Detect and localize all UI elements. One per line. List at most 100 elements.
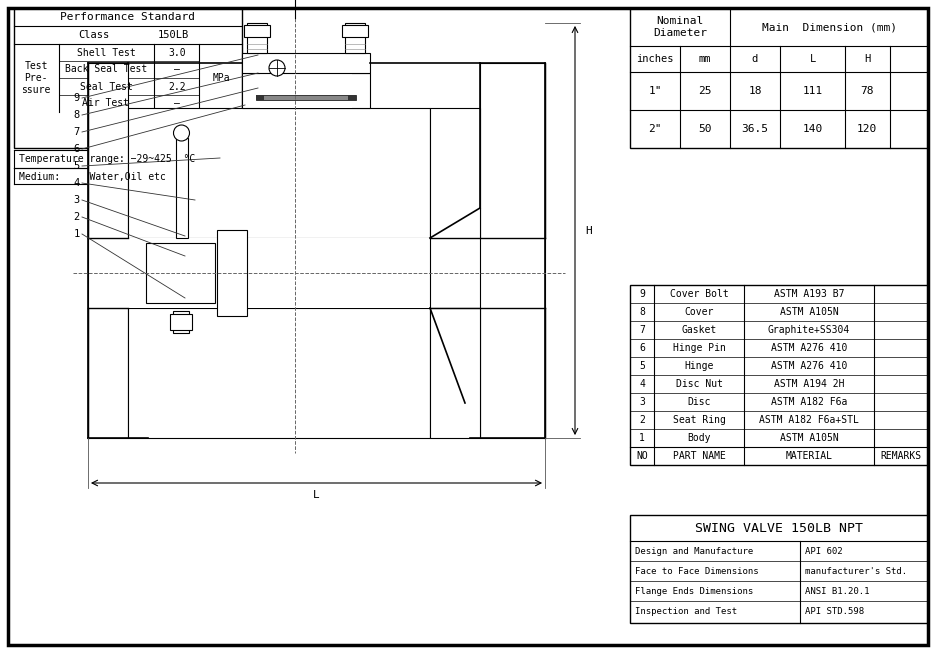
Text: Nominal
Diameter: Nominal Diameter xyxy=(653,16,707,38)
Text: 1": 1" xyxy=(649,86,662,96)
Text: manufacturer's Std.: manufacturer's Std. xyxy=(805,567,907,575)
Text: 4: 4 xyxy=(639,379,645,389)
Bar xyxy=(172,311,188,333)
Text: Back Seal Test: Back Seal Test xyxy=(65,65,147,74)
Text: Cover Bolt: Cover Bolt xyxy=(669,289,728,299)
Bar xyxy=(146,243,215,303)
Bar xyxy=(242,53,370,73)
Text: L: L xyxy=(314,490,320,500)
Text: Gasket: Gasket xyxy=(681,325,717,335)
Bar xyxy=(345,23,365,53)
Bar xyxy=(348,95,356,100)
Circle shape xyxy=(269,60,285,76)
Text: L: L xyxy=(810,54,816,64)
Text: mm: mm xyxy=(699,54,711,64)
Text: Temperature range: −29~425  °C: Temperature range: −29~425 °C xyxy=(19,154,196,164)
Bar xyxy=(430,308,480,438)
Bar xyxy=(90,238,543,308)
Text: 1: 1 xyxy=(639,433,645,443)
Text: 5: 5 xyxy=(639,361,645,371)
Bar xyxy=(244,25,270,37)
Text: Test
Pre-
ssure: Test Pre- ssure xyxy=(22,61,51,95)
Text: Face to Face Dimensions: Face to Face Dimensions xyxy=(635,567,758,575)
Text: 3: 3 xyxy=(74,195,80,205)
Text: Main  Dimension (mm): Main Dimension (mm) xyxy=(763,22,898,32)
Text: 7: 7 xyxy=(74,127,80,137)
Text: SWING VALVE 150LB NPT: SWING VALVE 150LB NPT xyxy=(695,522,863,535)
Text: ANSI B1.20.1: ANSI B1.20.1 xyxy=(805,586,870,596)
Text: Class: Class xyxy=(79,30,110,40)
Text: 111: 111 xyxy=(803,86,823,96)
Text: 140: 140 xyxy=(803,124,823,134)
Text: MATERIAL: MATERIAL xyxy=(785,451,832,461)
Text: 3.0: 3.0 xyxy=(168,48,186,57)
Text: Seal Test: Seal Test xyxy=(80,82,132,91)
Text: Hinge Pin: Hinge Pin xyxy=(673,343,725,353)
Text: –: – xyxy=(174,99,180,108)
Text: 50: 50 xyxy=(698,124,711,134)
Text: 9: 9 xyxy=(639,289,645,299)
Bar xyxy=(630,515,928,623)
Text: Hinge: Hinge xyxy=(684,361,713,371)
Bar xyxy=(247,23,267,53)
Text: 8: 8 xyxy=(639,307,645,317)
Text: ASTM A276 410: ASTM A276 410 xyxy=(771,343,847,353)
Text: 150LB: 150LB xyxy=(158,30,189,40)
Text: Disc Nut: Disc Nut xyxy=(676,379,723,389)
Text: 18: 18 xyxy=(748,86,762,96)
Bar xyxy=(480,63,545,438)
Text: Air Test: Air Test xyxy=(82,99,129,108)
Text: 9: 9 xyxy=(74,93,80,103)
Text: Shell Test: Shell Test xyxy=(77,48,136,57)
Text: 6: 6 xyxy=(639,343,645,353)
Text: Medium:     Water,Oil etc: Medium: Water,Oil etc xyxy=(19,172,166,182)
Bar xyxy=(342,25,368,37)
Text: –: – xyxy=(174,65,180,74)
Text: 6: 6 xyxy=(74,144,80,154)
Text: Inspection and Test: Inspection and Test xyxy=(635,607,738,616)
Bar xyxy=(242,73,370,108)
Text: REMARKS: REMARKS xyxy=(881,451,922,461)
Text: ASTM A194 2H: ASTM A194 2H xyxy=(774,379,844,389)
Text: Seat Ring: Seat Ring xyxy=(673,415,725,425)
Text: Body: Body xyxy=(687,433,710,443)
Text: 2": 2" xyxy=(649,124,662,134)
Text: ASTM A193 B7: ASTM A193 B7 xyxy=(774,289,844,299)
Bar xyxy=(260,73,352,108)
Text: Performance Standard: Performance Standard xyxy=(61,12,196,22)
Text: NO: NO xyxy=(636,451,648,461)
Text: Disc: Disc xyxy=(687,397,710,407)
Bar xyxy=(256,95,264,100)
Text: 2: 2 xyxy=(74,212,80,222)
Text: ASTM A105N: ASTM A105N xyxy=(780,433,839,443)
Circle shape xyxy=(173,125,189,141)
Text: Graphite+SS304: Graphite+SS304 xyxy=(768,325,850,335)
Text: 36.5: 36.5 xyxy=(741,124,768,134)
Text: 2: 2 xyxy=(639,415,645,425)
Text: 7: 7 xyxy=(639,325,645,335)
Text: 120: 120 xyxy=(856,124,877,134)
Bar xyxy=(176,138,187,238)
Bar xyxy=(169,314,192,330)
Text: inches: inches xyxy=(636,54,674,64)
Bar xyxy=(14,8,242,148)
Bar xyxy=(630,285,928,465)
Text: MPa: MPa xyxy=(212,73,230,83)
Text: 4: 4 xyxy=(74,178,80,188)
Text: 78: 78 xyxy=(860,86,873,96)
Text: ASTM A182 F6a+STL: ASTM A182 F6a+STL xyxy=(759,415,859,425)
Text: d: d xyxy=(752,54,758,64)
Text: H: H xyxy=(864,54,870,64)
Text: 1: 1 xyxy=(74,229,80,239)
Bar xyxy=(128,108,430,238)
Bar xyxy=(217,230,247,316)
Text: H: H xyxy=(585,225,592,236)
Text: Cover: Cover xyxy=(684,307,713,317)
Bar xyxy=(256,95,356,100)
Text: 3: 3 xyxy=(639,397,645,407)
Text: API STD.598: API STD.598 xyxy=(805,607,864,616)
Bar xyxy=(88,63,128,438)
Bar xyxy=(430,108,480,308)
Text: 25: 25 xyxy=(698,86,711,96)
Bar xyxy=(630,8,928,148)
